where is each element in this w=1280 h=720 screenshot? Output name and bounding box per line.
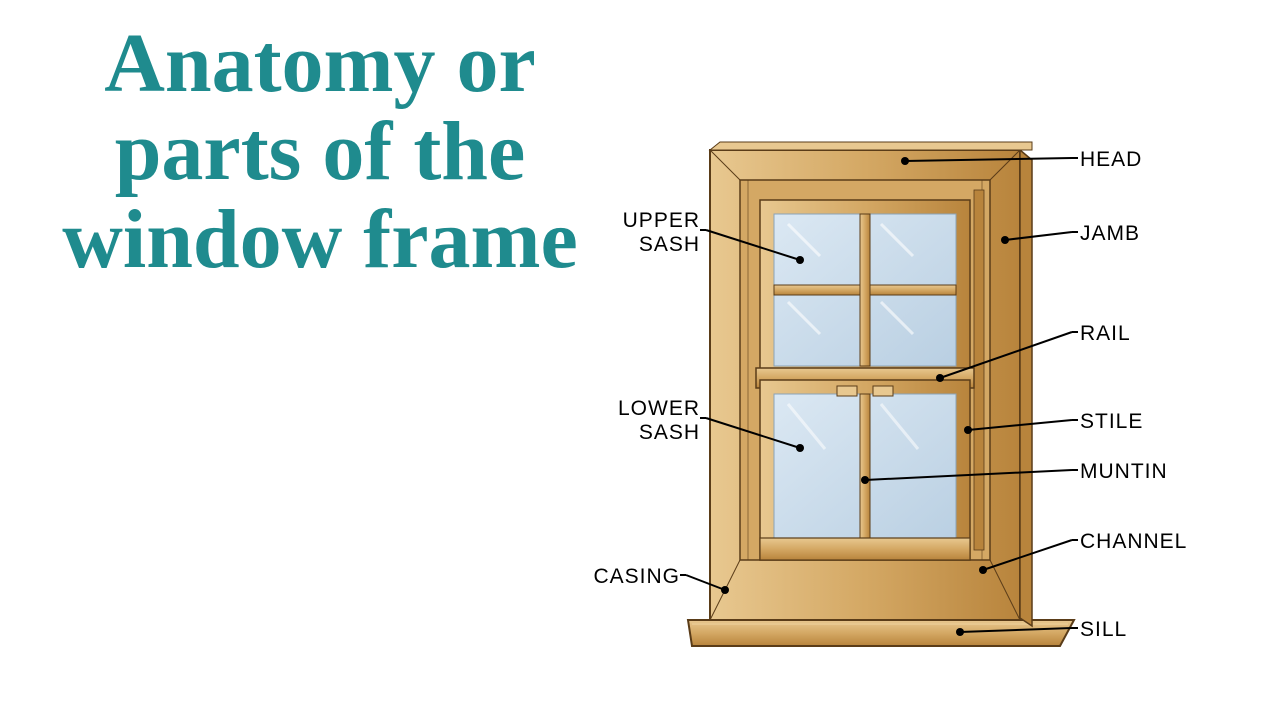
upper-sash-dot	[796, 256, 804, 264]
casing-label: CASING	[593, 565, 680, 589]
head-label: HEAD	[1080, 148, 1142, 172]
muntin-label: MUNTIN	[1080, 460, 1168, 484]
stile-dot	[964, 426, 972, 434]
upper-sash-label: UPPER SASH	[623, 209, 700, 257]
lower-sash-label: LOWER SASH	[618, 397, 700, 445]
head-dot	[901, 157, 909, 165]
muntin-dot	[861, 476, 869, 484]
stile-label: STILE	[1080, 410, 1143, 434]
channel-dot	[979, 566, 987, 574]
casing-dot	[721, 586, 729, 594]
sill-label: SILL	[1080, 618, 1127, 642]
page: Anatomy or parts of the window frame HEA…	[0, 0, 1280, 720]
jamb-label: JAMB	[1080, 222, 1140, 246]
channel-label: CHANNEL	[1080, 530, 1187, 554]
sill-dot	[956, 628, 964, 636]
rail-label: RAIL	[1080, 322, 1131, 346]
lower-sash-dot	[796, 444, 804, 452]
rail-dot	[936, 374, 944, 382]
page-title: Anatomy or parts of the window frame	[60, 20, 580, 285]
jamb-dot	[1001, 236, 1009, 244]
